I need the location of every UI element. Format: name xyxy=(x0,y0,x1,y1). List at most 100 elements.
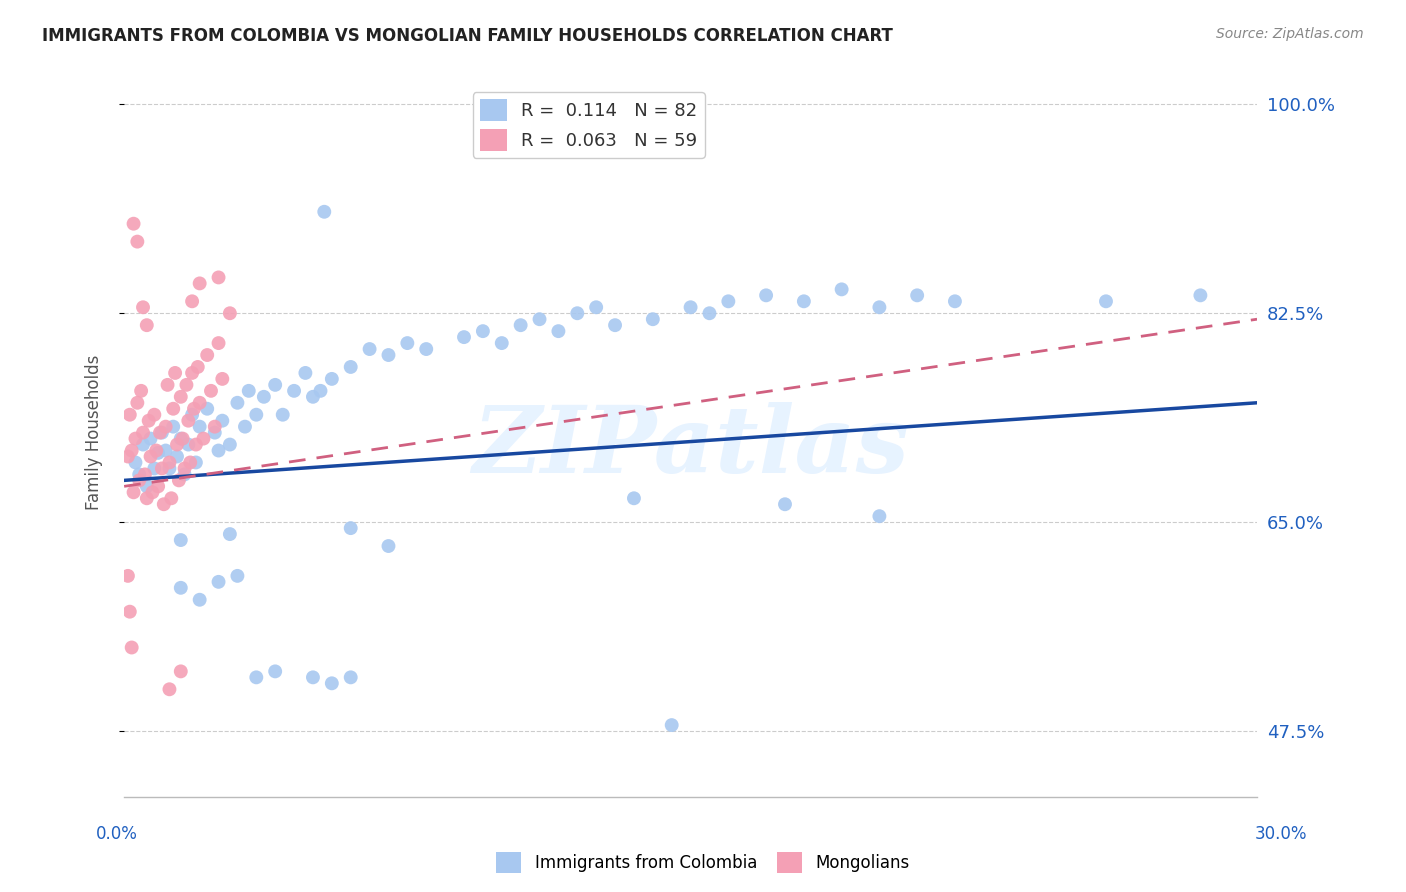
Point xyxy=(253,390,276,404)
Text: 0.0%: 0.0% xyxy=(96,825,138,843)
Point xyxy=(124,455,146,469)
Point xyxy=(773,497,796,511)
Point xyxy=(162,401,184,416)
Point xyxy=(135,318,157,333)
Point xyxy=(160,491,183,506)
Point xyxy=(172,432,194,446)
Point xyxy=(117,569,139,583)
Point xyxy=(150,425,173,440)
Point xyxy=(359,342,381,356)
Point xyxy=(184,455,207,469)
Point xyxy=(245,670,267,684)
Point xyxy=(124,432,146,446)
Point xyxy=(138,414,160,428)
Point xyxy=(218,437,240,451)
Point xyxy=(717,294,740,309)
Text: ZIPatlas: ZIPatlas xyxy=(472,402,910,492)
Point xyxy=(233,419,256,434)
Point xyxy=(207,336,229,351)
Point xyxy=(271,408,294,422)
Point xyxy=(188,592,211,607)
Point xyxy=(641,312,664,326)
Point xyxy=(127,396,149,410)
Point xyxy=(1189,288,1212,302)
Point xyxy=(264,665,287,679)
Text: Source: ZipAtlas.com: Source: ZipAtlas.com xyxy=(1216,27,1364,41)
Point xyxy=(868,509,890,524)
Point xyxy=(661,718,683,732)
Text: 30.0%: 30.0% xyxy=(1256,825,1308,843)
Point xyxy=(152,497,174,511)
Point xyxy=(491,336,513,351)
Point xyxy=(905,288,928,302)
Point xyxy=(155,419,177,434)
Point xyxy=(396,336,419,351)
Legend: R =  0.114   N = 82, R =  0.063   N = 59: R = 0.114 N = 82, R = 0.063 N = 59 xyxy=(472,92,704,158)
Point xyxy=(294,366,316,380)
Point xyxy=(159,682,181,697)
Point xyxy=(195,401,218,416)
Point xyxy=(146,479,169,493)
Point xyxy=(1095,294,1118,309)
Point xyxy=(183,401,205,416)
Point xyxy=(211,372,233,386)
Point xyxy=(283,384,305,398)
Point xyxy=(211,414,233,428)
Point xyxy=(339,670,361,684)
Point xyxy=(170,390,193,404)
Point xyxy=(509,318,531,333)
Point xyxy=(218,306,240,320)
Point xyxy=(162,419,184,434)
Point xyxy=(129,384,152,398)
Point xyxy=(218,527,240,541)
Point xyxy=(943,294,966,309)
Point xyxy=(122,485,145,500)
Point xyxy=(135,479,157,493)
Point xyxy=(245,408,267,422)
Point xyxy=(264,377,287,392)
Point xyxy=(122,217,145,231)
Point xyxy=(603,318,626,333)
Point xyxy=(143,408,166,422)
Point xyxy=(188,396,211,410)
Point xyxy=(207,574,229,589)
Point xyxy=(132,300,155,314)
Point xyxy=(166,450,188,464)
Point xyxy=(146,446,169,460)
Point xyxy=(377,348,399,362)
Point xyxy=(471,324,494,338)
Point xyxy=(547,324,569,338)
Point xyxy=(132,437,155,451)
Point xyxy=(173,461,195,475)
Point xyxy=(623,491,645,506)
Point xyxy=(156,377,179,392)
Point xyxy=(134,467,156,482)
Point xyxy=(166,437,188,451)
Point xyxy=(188,419,211,434)
Point xyxy=(339,521,361,535)
Point xyxy=(132,425,155,440)
Point xyxy=(377,539,399,553)
Point xyxy=(204,425,226,440)
Point xyxy=(314,204,336,219)
Point xyxy=(177,437,200,451)
Point xyxy=(181,408,204,422)
Point xyxy=(309,384,332,398)
Point xyxy=(699,306,721,320)
Legend: Immigrants from Colombia, Mongolians: Immigrants from Colombia, Mongolians xyxy=(489,846,917,880)
Point xyxy=(170,665,193,679)
Point xyxy=(159,455,181,469)
Point xyxy=(868,300,890,314)
Point xyxy=(155,443,177,458)
Point xyxy=(585,300,607,314)
Point xyxy=(567,306,589,320)
Text: IMMIGRANTS FROM COLOMBIA VS MONGOLIAN FAMILY HOUSEHOLDS CORRELATION CHART: IMMIGRANTS FROM COLOMBIA VS MONGOLIAN FA… xyxy=(42,27,893,45)
Point xyxy=(321,372,343,386)
Point xyxy=(167,474,190,488)
Point xyxy=(453,330,475,344)
Point xyxy=(207,270,229,285)
Point xyxy=(149,425,172,440)
Point xyxy=(755,288,778,302)
Point xyxy=(118,408,141,422)
Point xyxy=(128,474,150,488)
